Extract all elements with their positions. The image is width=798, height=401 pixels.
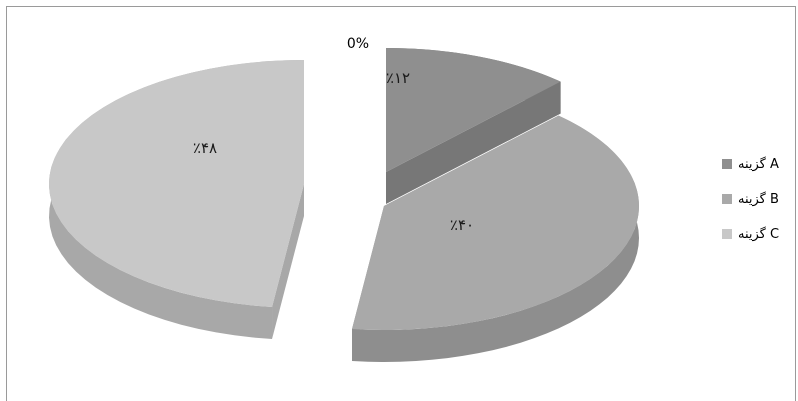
legend-swatch-c (722, 229, 732, 239)
legend-label-c: گزینه C (738, 226, 780, 242)
pie-slice-a (386, 48, 561, 204)
legend-swatch-a (722, 159, 732, 169)
data-label-a: ٪۱۲ (386, 69, 410, 87)
legend-item-a: گزینه A (722, 156, 779, 172)
data-label-zero: 0% (347, 36, 369, 52)
pie-slice-wall-a-end (386, 81, 561, 204)
pie-slices (49, 48, 640, 362)
legend-label-a: گزینه A (738, 156, 779, 172)
pie-slice-b (352, 115, 640, 362)
data-label-c: ٪۴۸ (193, 139, 217, 157)
chart-frame (6, 6, 796, 401)
pie-slice-top-c (49, 60, 304, 308)
pie-slice-wall-c-start (272, 184, 304, 340)
pie-slice-top-b (352, 115, 640, 331)
data-label-b: ٪۴۰ (450, 216, 474, 234)
legend-item-b: گزینه B (722, 191, 779, 207)
legend-item-c: گزینه C (722, 226, 780, 242)
legend-swatch-b (722, 194, 732, 204)
legend-label-b: گزینه B (738, 191, 779, 207)
pie-slice-top-a (386, 48, 561, 172)
legend: گزینه A گزینه B گزینه C (722, 157, 779, 262)
pie-labels: ٪۱۲ ٪۴۰ ٪۴۸ 0% (193, 36, 474, 234)
pie-slice-side-b (352, 115, 639, 362)
pie-slice-c (49, 60, 304, 340)
